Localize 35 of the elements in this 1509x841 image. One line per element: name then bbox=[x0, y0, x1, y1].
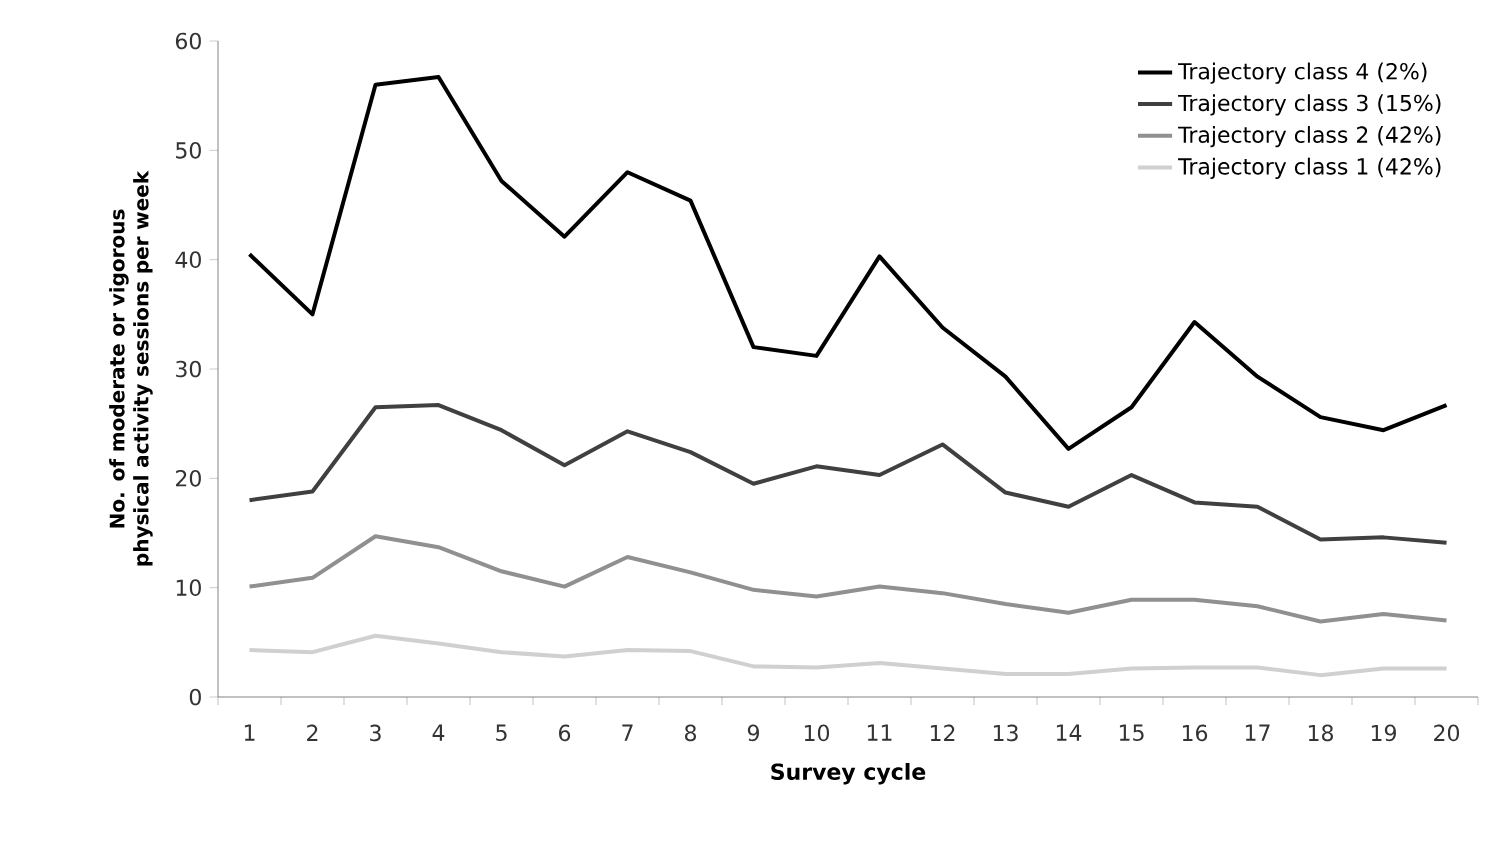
y-tick-label: 10 bbox=[176, 579, 201, 596]
x-axis-title: Survey cycle bbox=[771, 762, 926, 785]
x-tick-label: 2 bbox=[307, 724, 318, 741]
line-series bbox=[247, 534, 1449, 624]
x-tick-label: 6 bbox=[559, 724, 571, 742]
x-tick-label: 10 bbox=[804, 724, 830, 742]
line-series bbox=[247, 403, 1449, 545]
x-tick-label: 1 bbox=[244, 724, 255, 741]
x-tick-label: 18 bbox=[1308, 724, 1333, 742]
y-tick-label: 30 bbox=[176, 360, 201, 378]
x-tick-label: 12 bbox=[930, 724, 955, 741]
x-tick-label: 7 bbox=[622, 724, 633, 741]
x-tick-label: 14 bbox=[1056, 724, 1082, 741]
y-tick-label: 0 bbox=[189, 688, 201, 706]
x-tick-label: 9 bbox=[747, 724, 759, 742]
legend-label: Trajectory class 3 (15%) bbox=[1178, 94, 1441, 116]
x-tick-label: 15 bbox=[1119, 724, 1144, 741]
x-tick-label: 3 bbox=[370, 724, 381, 742]
legend-label: Trajectory class 2 (42%) bbox=[1178, 125, 1441, 148]
x-tick-label: 5 bbox=[496, 724, 507, 741]
x-tick-label: 16 bbox=[1182, 724, 1208, 742]
y-tick-label: 60 bbox=[175, 32, 201, 50]
x-tick-label: 13 bbox=[993, 724, 1018, 742]
x-tick-label: 20 bbox=[1434, 724, 1460, 742]
legend-label: Trajectory class 1 (42%) bbox=[1178, 157, 1441, 179]
y-tick-label: 50 bbox=[176, 142, 201, 159]
y-tick-label: 20 bbox=[176, 470, 201, 487]
legend-label: Trajectory class 4 (2%) bbox=[1178, 62, 1427, 84]
x-tick-label: 19 bbox=[1371, 724, 1396, 742]
x-tick-label: 17 bbox=[1245, 724, 1270, 741]
x-tick-label: 8 bbox=[685, 724, 696, 742]
y-tick-label: 40 bbox=[175, 251, 201, 268]
x-tick-label: 4 bbox=[432, 724, 445, 741]
x-tick-label: 11 bbox=[867, 724, 892, 741]
y-axis-title: No. of moderate or vigorous physical activity sessions per week bbox=[109, 170, 153, 566]
